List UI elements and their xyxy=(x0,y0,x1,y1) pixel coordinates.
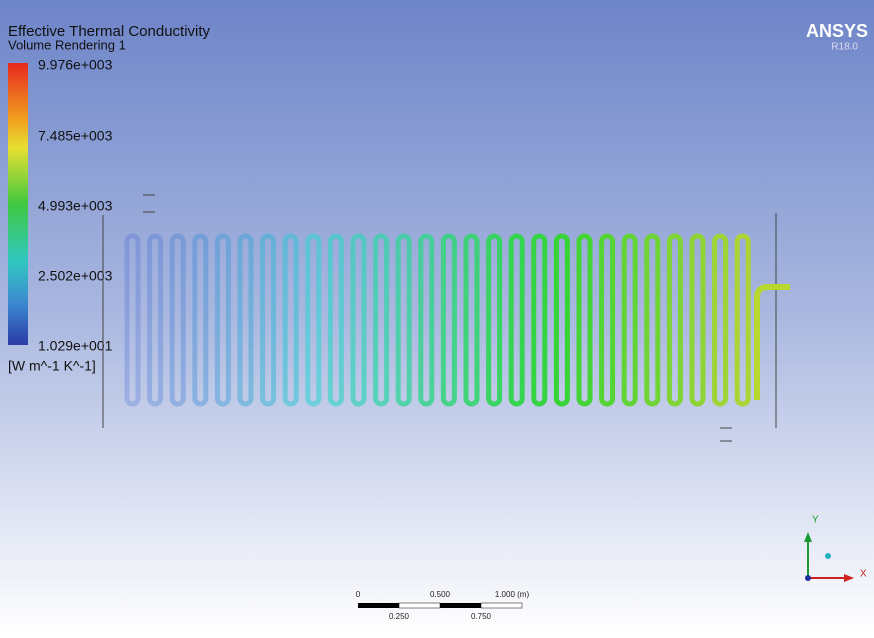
z-axis-dot xyxy=(825,553,831,559)
background xyxy=(0,0,874,633)
scale-segment xyxy=(440,603,481,608)
scale-label: 0 xyxy=(356,590,361,599)
legend-unit: [W m^-1 K^-1] xyxy=(8,358,96,374)
scale-segment xyxy=(481,603,522,608)
logo-version: R18.0 xyxy=(831,42,858,53)
viewport: Effective Thermal Conductivity Volume Re… xyxy=(0,0,874,633)
axis-origin xyxy=(805,575,811,581)
legend-label: 1.029e+001 xyxy=(38,338,113,354)
scale-segment xyxy=(399,603,440,608)
scale-segment xyxy=(358,603,399,608)
legend-label: 4.993e+003 xyxy=(38,198,113,214)
scale-label: 0.250 xyxy=(389,612,410,621)
x-axis-label: X xyxy=(860,569,867,580)
y-axis-label: Y xyxy=(812,515,819,526)
logo: ANSYS xyxy=(806,21,868,41)
scale-label: 0.750 xyxy=(471,612,492,621)
scale-label: 1.000 (m) xyxy=(495,590,530,599)
legend-label: 7.485e+003 xyxy=(38,128,113,144)
scale-label: 0.500 xyxy=(430,590,451,599)
color-bar xyxy=(8,63,28,345)
subtitle: Volume Rendering 1 xyxy=(8,37,126,52)
legend-label: 9.976e+003 xyxy=(38,57,113,73)
legend-label: 2.502e+003 xyxy=(38,268,113,284)
